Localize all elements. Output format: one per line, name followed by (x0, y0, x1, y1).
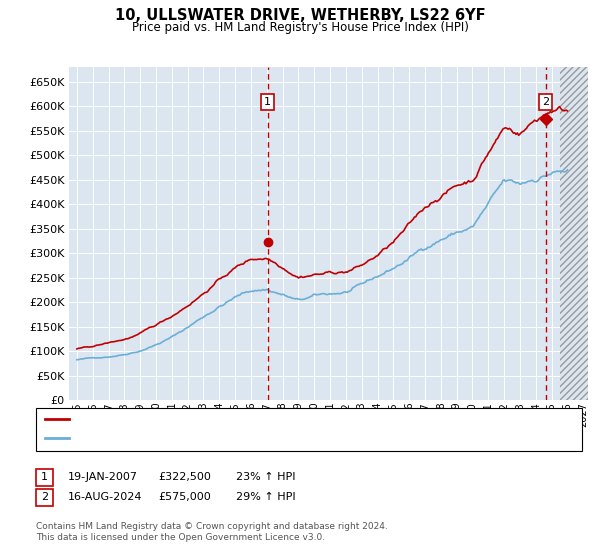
Text: 2: 2 (41, 492, 48, 502)
Text: 2: 2 (542, 97, 550, 107)
Text: 1: 1 (41, 472, 48, 482)
Text: £322,500: £322,500 (158, 472, 211, 482)
Text: Price paid vs. HM Land Registry's House Price Index (HPI): Price paid vs. HM Land Registry's House … (131, 21, 469, 34)
Text: HPI: Average price, detached house, Leeds: HPI: Average price, detached house, Leed… (75, 433, 298, 443)
Text: 16-AUG-2024: 16-AUG-2024 (68, 492, 142, 502)
Text: 29% ↑ HPI: 29% ↑ HPI (236, 492, 295, 502)
Text: 10, ULLSWATER DRIVE, WETHERBY, LS22 6YF: 10, ULLSWATER DRIVE, WETHERBY, LS22 6YF (115, 8, 485, 24)
Text: £575,000: £575,000 (158, 492, 211, 502)
Text: 1: 1 (264, 97, 271, 107)
Text: 19-JAN-2007: 19-JAN-2007 (68, 472, 138, 482)
Text: 23% ↑ HPI: 23% ↑ HPI (236, 472, 295, 482)
Text: Contains HM Land Registry data © Crown copyright and database right 2024.: Contains HM Land Registry data © Crown c… (36, 522, 388, 531)
Text: This data is licensed under the Open Government Licence v3.0.: This data is licensed under the Open Gov… (36, 533, 325, 542)
Text: 10, ULLSWATER DRIVE, WETHERBY, LS22 6YF (detached house): 10, ULLSWATER DRIVE, WETHERBY, LS22 6YF … (75, 414, 404, 424)
Bar (560, 67, 588, 400)
